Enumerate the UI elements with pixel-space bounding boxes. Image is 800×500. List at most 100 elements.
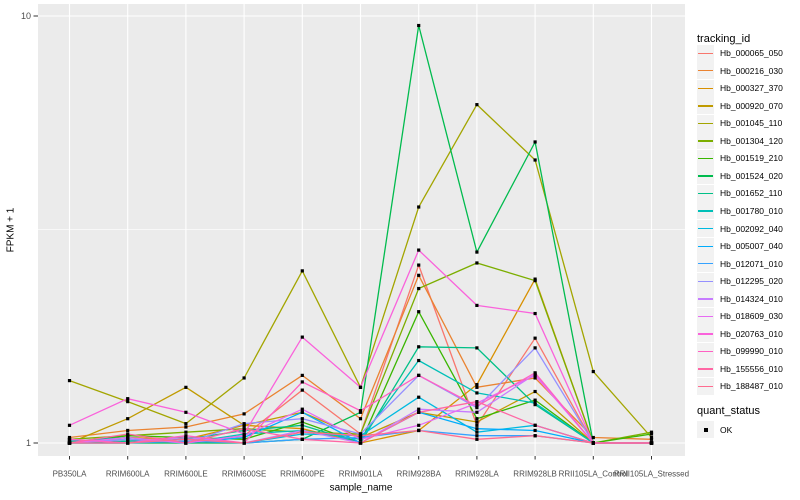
data-point	[126, 439, 130, 443]
x-axis-tick-label: RRIM600SE	[221, 469, 267, 479]
data-point	[475, 430, 479, 434]
data-point	[126, 437, 130, 441]
data-point	[533, 311, 537, 316]
data-point	[417, 23, 421, 28]
legend-title-quant-status: quant_status	[697, 405, 760, 417]
data-point	[475, 391, 479, 395]
data-point	[184, 439, 188, 443]
data-point	[300, 430, 304, 434]
data-point	[242, 428, 246, 433]
data-point	[649, 432, 654, 436]
legend-line-swatch	[698, 263, 713, 265]
data-point	[417, 410, 421, 414]
data-point	[242, 437, 246, 441]
data-point	[591, 435, 595, 440]
data-point	[126, 435, 130, 440]
legend-key-Hb_000216_030	[697, 62, 714, 80]
data-point	[649, 430, 654, 434]
data-point	[300, 420, 304, 424]
legend-label-Hb_000327_370: Hb_000327_370	[720, 83, 783, 94]
data-point	[358, 441, 363, 445]
data-point	[475, 423, 479, 427]
legend-line-swatch	[698, 368, 713, 370]
x-axis-tick-label: RRIM928LB	[513, 469, 557, 479]
data-point	[417, 345, 421, 349]
data-point	[300, 269, 304, 273]
data-point	[475, 383, 479, 387]
legend-key-quant-ok	[697, 421, 714, 438]
x-axis-title: sample_name	[329, 482, 393, 494]
legend-line-swatch	[698, 315, 713, 318]
data-point	[184, 435, 188, 440]
y-axis-tick-label: 10	[20, 11, 31, 21]
legend-line-swatch	[698, 122, 713, 125]
data-point	[358, 432, 363, 436]
data-point	[300, 417, 304, 421]
data-point	[475, 346, 479, 350]
legend-label-Hb_001652_110: Hb_001652_110	[720, 188, 783, 199]
legend-line-swatch	[698, 350, 713, 353]
data-point	[533, 279, 537, 283]
data-point	[417, 358, 421, 363]
legend-label-Hb_099990_010: Hb_099990_010	[720, 346, 783, 357]
legend-key-Hb_018609_030	[697, 307, 714, 325]
legend-key-Hb_001652_110	[697, 184, 714, 202]
legend-label-Hb_000065_050: Hb_000065_050	[720, 48, 783, 58]
legend-label-Hb_155556_010: Hb_155556_010	[720, 363, 783, 374]
legend-key-Hb_005007_040	[697, 237, 714, 255]
data-point	[475, 404, 479, 408]
data-point	[300, 388, 304, 392]
data-point	[417, 407, 421, 411]
legend-label-Hb_001519_210: Hb_001519_210	[720, 153, 783, 164]
legend-key-Hb_000920_070	[697, 97, 714, 115]
data-point	[300, 428, 304, 433]
legend-key-Hb_001304_120	[697, 132, 714, 150]
data-point	[242, 422, 246, 426]
data-point	[184, 422, 188, 426]
black-square-point-icon	[703, 427, 708, 432]
data-point	[242, 423, 246, 427]
legend-line-swatch	[698, 333, 713, 335]
data-point	[533, 346, 537, 350]
data-point	[126, 434, 130, 438]
data-point	[300, 437, 304, 441]
data-point	[242, 376, 246, 380]
legend-key-Hb_001780_010	[697, 202, 714, 220]
data-point	[533, 434, 537, 438]
data-point	[417, 423, 421, 427]
data-point	[475, 420, 479, 424]
legend-key-Hb_020763_010	[697, 325, 714, 343]
data-point	[475, 303, 479, 308]
legend-key-Hb_188487_010	[697, 377, 714, 395]
legend-line-swatch	[698, 87, 713, 89]
data-point	[475, 417, 479, 421]
legend-line-swatch	[698, 157, 713, 160]
data-point	[591, 369, 595, 374]
data-point	[358, 437, 363, 441]
legend-label-Hb_001524_020: Hb_001524_020	[720, 170, 783, 181]
data-point	[184, 434, 188, 438]
legend-key-Hb_155556_010	[697, 360, 714, 378]
data-point	[242, 434, 246, 438]
x-axis-tick-label: RRIM600LA	[105, 469, 150, 479]
data-point	[184, 425, 188, 429]
data-point	[649, 435, 654, 440]
data-point	[300, 410, 304, 414]
data-point	[358, 435, 363, 440]
data-point	[126, 428, 130, 433]
data-point	[533, 158, 537, 162]
data-point	[475, 250, 479, 254]
data-point	[184, 430, 188, 434]
x-axis-tick-label: RRIM901LA	[338, 469, 383, 479]
x-axis-tick-label: RRIM928LA	[455, 469, 499, 479]
x-axis-tick-label: RRIM928BA	[396, 469, 441, 479]
data-point	[475, 427, 479, 431]
legend-label-quant-ok: OK	[720, 425, 733, 435]
x-axis-tick-label: RRII105LA_Control	[558, 469, 628, 479]
data-point	[300, 432, 304, 436]
data-point	[475, 437, 479, 441]
data-point	[300, 407, 304, 411]
data-point	[475, 434, 479, 438]
data-point	[300, 423, 304, 427]
